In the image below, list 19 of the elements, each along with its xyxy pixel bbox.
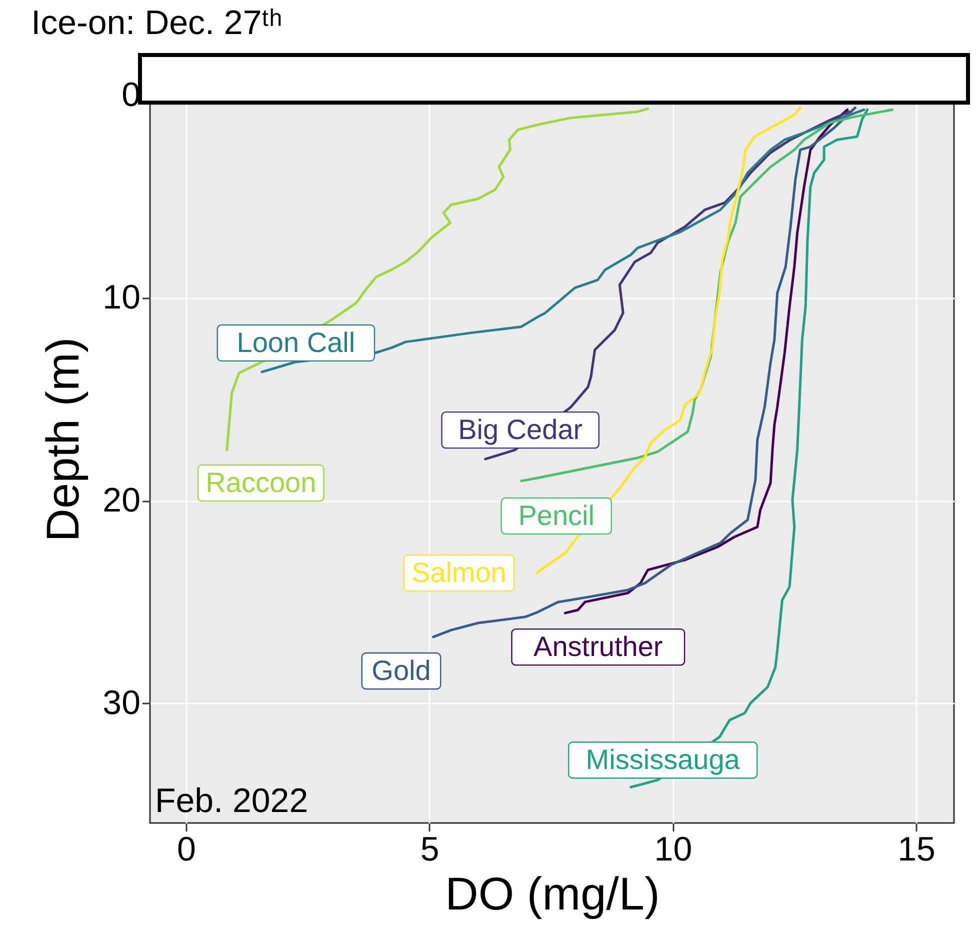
series-label: Big Cedar: [458, 414, 583, 446]
series-label: Mississauga: [586, 744, 740, 776]
series-label: Raccoon: [206, 466, 316, 498]
y-tick-label: 30: [102, 684, 140, 722]
series-label: Loon Call: [236, 326, 356, 358]
x-tick-label: 0: [177, 830, 196, 868]
x-tick-label: 15: [898, 830, 936, 868]
y-tick-label: 20: [102, 481, 140, 520]
y-tick-label: 10: [102, 278, 140, 317]
series-label: Pencil: [518, 500, 594, 531]
chart-title: Ice-on: Dec. 27ᵗʰ: [31, 4, 282, 42]
x-axis-title: DO (mg/L): [445, 868, 660, 920]
series-label: Gold: [372, 654, 431, 686]
x-tick-label: 10: [654, 830, 692, 868]
series-label: Anstruther: [534, 631, 663, 662]
y-axis-title: Depth (m): [36, 337, 89, 542]
annotation: Feb. 2022: [155, 782, 308, 820]
series-label: Salmon: [411, 556, 506, 588]
x-tick-label: 5: [420, 830, 440, 868]
